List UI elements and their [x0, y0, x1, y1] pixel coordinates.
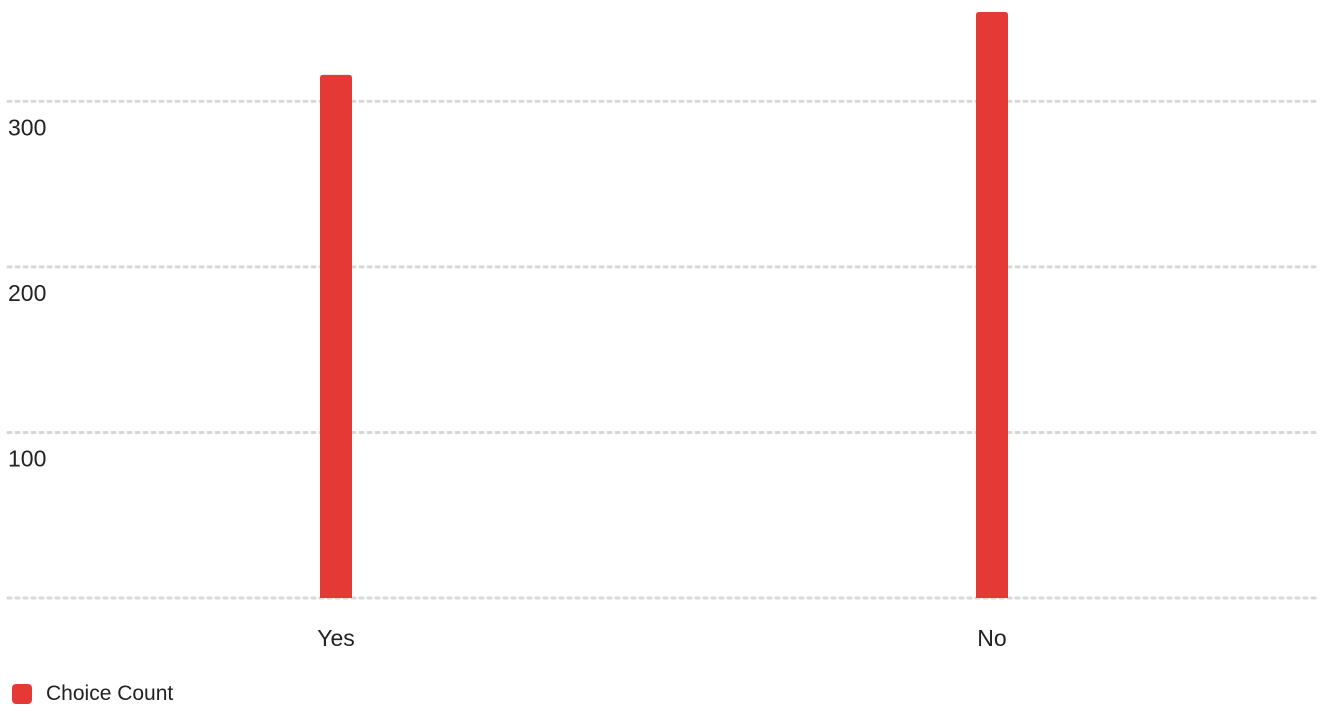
x-tick-label: Yes [317, 625, 355, 651]
y-axis-ticks: 100 200 300 [8, 114, 46, 471]
gridlines [6, 99, 1322, 600]
y-tick-label: 100 [8, 445, 46, 471]
legend: Choice Count [12, 682, 173, 706]
bar-chart: 100 200 300 Yes No [6, 12, 1322, 651]
bar-no [976, 12, 1008, 598]
x-tick-label: No [977, 625, 1006, 651]
bar-yes [320, 74, 352, 599]
legend-label: Choice Count [46, 682, 174, 705]
y-tick-label: 200 [8, 280, 46, 306]
x-axis-ticks: Yes No [317, 625, 1006, 651]
y-tick-label: 300 [8, 114, 46, 140]
legend-swatch [12, 684, 32, 704]
bars [320, 12, 1008, 599]
